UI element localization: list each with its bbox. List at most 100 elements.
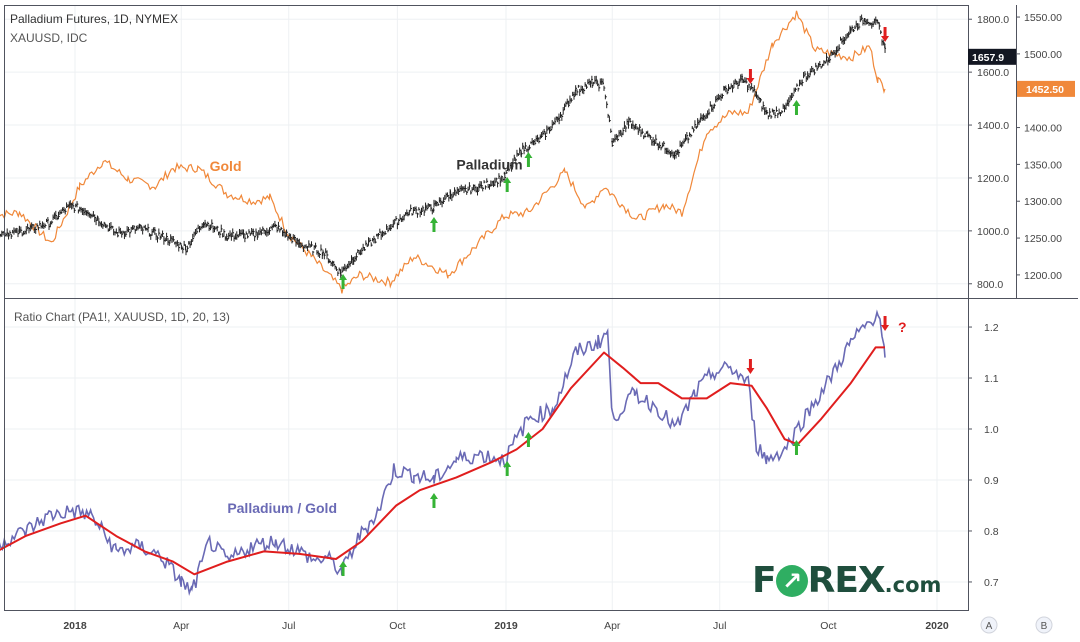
palladium-price-bar xyxy=(101,223,104,229)
palladium-price-bar xyxy=(713,103,716,109)
palladium-price-bar xyxy=(419,208,422,218)
palladium-buy-arrow xyxy=(429,217,438,232)
palladium-buy-arrow xyxy=(339,274,348,289)
palladium-price-bar xyxy=(767,112,770,120)
palladium-price-bar xyxy=(525,145,528,152)
palladium-price-bar xyxy=(372,235,375,244)
logo-text-f: F xyxy=(752,560,777,601)
palladium-price-bar xyxy=(645,131,648,137)
palladium-price-bar xyxy=(699,113,702,120)
palladium-price-bar xyxy=(435,200,438,207)
ratio-axis-label: 0.8 xyxy=(984,526,999,538)
down-arrow-icon xyxy=(881,316,890,331)
palladium-price-bar xyxy=(26,223,29,231)
palladium-price-bar xyxy=(851,25,854,32)
palladium-price-bar xyxy=(303,244,306,249)
palladium-price-bar xyxy=(364,240,367,251)
palladium-price-bar xyxy=(142,225,145,231)
palladium-price-bar xyxy=(626,118,629,129)
palladium-price-bar xyxy=(697,119,700,126)
palladium-price-bar xyxy=(859,15,862,28)
ratio-chart-title: Ratio Chart (PA1!, XAUUSD, 1D, 20, 13) xyxy=(14,310,230,324)
palladium-price-bar xyxy=(818,61,821,67)
ratio-buy-arrow xyxy=(524,432,533,447)
scale-button-b[interactable] xyxy=(1035,616,1053,634)
palladium-price-bar xyxy=(825,52,828,64)
ratio-axis-label: 0.7 xyxy=(984,577,999,589)
palladium-price-bar xyxy=(241,229,244,235)
palladium-last-value: 1657.9 xyxy=(972,52,1004,64)
chart-axes[interactable]: 800.0 1000.0 1200.0 1400.0 1600.0 1800.0 1200.… xyxy=(63,12,1075,634)
up-arrow-icon xyxy=(503,177,512,192)
gold-last-value: 1452.50 xyxy=(1026,84,1064,96)
palladium-price-bar xyxy=(710,104,713,112)
chart-annotations: Gold Palladium Palladium / Gold? xyxy=(210,27,907,576)
palladium-price-bar xyxy=(589,80,592,88)
time-axis-label: Jul xyxy=(282,620,295,632)
palladium-price-bar xyxy=(0,230,3,237)
up-arrow-icon xyxy=(429,217,438,232)
grid-lines xyxy=(4,6,968,610)
palladium-price-bar xyxy=(802,71,805,84)
palladium-price-bar xyxy=(271,224,274,231)
palladium-price-bar xyxy=(374,238,377,244)
palladium-price-bar xyxy=(681,140,684,147)
palladium-price-bar xyxy=(404,212,407,217)
palladium-price-bar xyxy=(881,31,884,46)
gold-axis-label: 1300.00 xyxy=(1024,196,1062,208)
palladium-price-bar xyxy=(726,88,729,95)
palladium-price-bar xyxy=(653,139,656,146)
ratio-axis-label: 1.2 xyxy=(984,322,999,334)
palladium-price-bar xyxy=(190,239,193,246)
palladium-price-bar xyxy=(586,79,589,88)
scale-button-label-a: A xyxy=(986,621,993,632)
palladium-price-bar xyxy=(608,115,611,123)
palladium-price-bar xyxy=(60,209,63,215)
palladium-price-bar xyxy=(471,186,474,194)
palladium-price-bar xyxy=(206,221,209,227)
plot-border xyxy=(4,5,969,611)
palladium-price-bar xyxy=(439,197,442,205)
palladium-price-bar xyxy=(358,249,361,255)
up-arrow-icon xyxy=(792,100,801,115)
palladium-price-bar xyxy=(202,222,205,229)
scale-button-a[interactable] xyxy=(980,616,998,634)
palladium-price-bar xyxy=(646,130,649,138)
palladium-price-bar xyxy=(155,229,158,241)
palladium-price-bar xyxy=(884,44,887,53)
palladium-price-bar xyxy=(739,74,742,83)
palladium-price-bar xyxy=(191,233,194,242)
palladium-price-bar xyxy=(661,142,664,149)
logo-text-com: .com xyxy=(884,573,942,597)
palladium-price-bar xyxy=(166,236,169,246)
palladium-price-bar xyxy=(208,222,211,231)
palladium-price-bar xyxy=(751,86,754,93)
palladium-price-bar xyxy=(790,92,793,101)
palladium-price-bar xyxy=(731,84,734,93)
palladium-price-bar xyxy=(793,87,796,96)
palladium-price-bar xyxy=(624,125,627,133)
palladium-price-bar xyxy=(113,231,116,236)
palladium-price-bar xyxy=(771,108,774,118)
palladium-buy-arrow xyxy=(524,152,533,167)
palladium-price-bar xyxy=(838,44,841,51)
palladium-price-bar xyxy=(758,96,761,104)
palladium-price-bar xyxy=(234,233,237,240)
palladium-price-bar xyxy=(41,221,44,229)
palladium-price-bar xyxy=(732,80,735,89)
palladium-price-bar xyxy=(222,229,225,237)
palladium-price-bar xyxy=(58,210,61,217)
compare-symbol-label: XAUUSD, IDC xyxy=(10,31,88,45)
ratio-axis-label: 0.9 xyxy=(984,475,999,487)
palladium-price-bar xyxy=(688,132,691,140)
palladium-price-bar xyxy=(746,81,749,93)
time-axis-label: Jul xyxy=(713,620,726,632)
ratio-buy-arrow xyxy=(339,561,348,576)
gold-axis-label: 1400.00 xyxy=(1024,123,1062,135)
palladium-price-bar xyxy=(742,78,745,83)
palladium-price-bar xyxy=(604,87,607,100)
palladium-price-bar xyxy=(263,228,266,235)
palladium-price-bar xyxy=(399,214,402,221)
palladium-price-bar xyxy=(446,192,449,198)
ratio-line xyxy=(0,309,886,597)
